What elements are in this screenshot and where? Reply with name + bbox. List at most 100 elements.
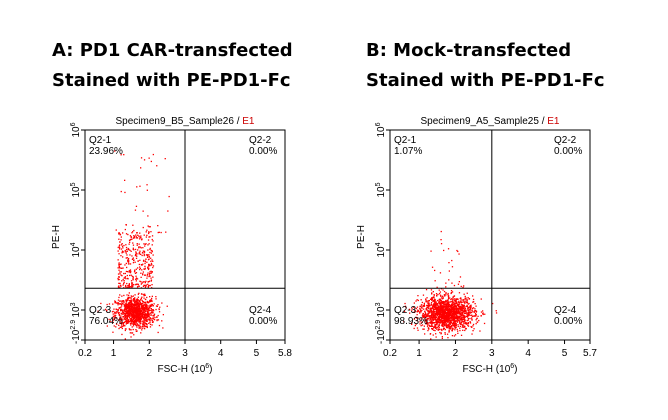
data-point (142, 325, 144, 328)
data-point (446, 303, 448, 305)
data-point (136, 315, 139, 317)
data-point (480, 311, 483, 313)
data-point (130, 304, 132, 306)
data-point (442, 328, 444, 331)
data-point (130, 321, 132, 323)
data-point (136, 330, 138, 332)
data-point (457, 250, 459, 253)
data-point (421, 321, 423, 323)
y-tick-label: 104 (375, 242, 387, 257)
data-point (122, 300, 124, 302)
data-point (432, 328, 434, 330)
data-point (466, 322, 468, 324)
data-point (428, 312, 430, 314)
data-point (475, 314, 477, 316)
data-point (139, 185, 141, 187)
data-point (462, 286, 464, 289)
data-point (437, 305, 439, 307)
data-point (433, 297, 435, 299)
data-point (136, 186, 138, 188)
data-point (447, 318, 450, 320)
data-point (429, 318, 431, 320)
data-point (132, 242, 134, 244)
data-point (451, 320, 453, 322)
data-point (449, 311, 452, 313)
quadrant-label-q2-1: Q2-1 (89, 135, 112, 146)
data-point (136, 278, 139, 280)
data-point (132, 308, 134, 311)
data-point (440, 315, 442, 317)
data-point (432, 312, 434, 314)
data-point (148, 157, 150, 159)
data-point (119, 326, 121, 328)
data-point (151, 319, 153, 322)
data-point (127, 271, 129, 273)
data-point (449, 314, 451, 317)
data-point (459, 314, 462, 316)
data-point (444, 319, 446, 321)
data-point (141, 293, 143, 295)
data-point (138, 320, 141, 322)
data-point (157, 319, 160, 321)
data-point (151, 284, 153, 286)
data-point (132, 323, 135, 325)
data-point (149, 317, 151, 319)
x-tick-label: 5.8 (278, 348, 292, 359)
data-point (431, 293, 433, 295)
data-point (145, 313, 147, 315)
data-point (148, 313, 150, 315)
data-point (432, 314, 434, 316)
data-point (439, 310, 441, 312)
data-point (156, 319, 158, 321)
data-point (458, 305, 461, 308)
x-tick-label: 4 (525, 348, 531, 359)
data-point (454, 303, 456, 305)
data-point (449, 310, 451, 312)
data-point (433, 304, 435, 306)
data-point (424, 320, 427, 322)
data-point (446, 315, 448, 317)
data-point (117, 308, 119, 311)
data-point (425, 318, 427, 320)
data-point (116, 309, 119, 311)
data-point (125, 257, 127, 259)
data-point (441, 321, 443, 323)
data-point (142, 305, 144, 307)
data-point (151, 299, 153, 301)
data-point (442, 305, 444, 307)
data-point (463, 293, 465, 295)
data-point (125, 246, 128, 249)
data-point (151, 324, 153, 326)
data-point (113, 318, 115, 320)
data-point (113, 325, 115, 327)
data-point (454, 306, 457, 308)
data-point (419, 308, 421, 310)
data-point (149, 326, 152, 328)
data-point (426, 305, 428, 307)
data-point (444, 315, 446, 318)
data-point (150, 317, 152, 320)
data-point (155, 308, 157, 311)
data-point (448, 310, 450, 312)
data-point (438, 289, 440, 291)
data-point (122, 303, 124, 305)
data-point (132, 316, 134, 319)
data-point (445, 303, 447, 305)
data-point (443, 314, 445, 316)
data-point (461, 301, 463, 303)
x-tick-label: 4 (218, 348, 224, 359)
data-point (135, 320, 137, 322)
data-point (430, 321, 432, 323)
data-point (143, 317, 145, 319)
data-point (444, 303, 446, 305)
data-point (436, 312, 438, 314)
data-point (145, 314, 147, 316)
data-point (147, 266, 149, 268)
data-point (433, 310, 435, 313)
data-point (147, 315, 149, 317)
data-point (129, 310, 131, 312)
data-point (465, 315, 467, 318)
data-point (438, 306, 440, 308)
data-point (124, 318, 126, 321)
data-point (130, 286, 132, 288)
